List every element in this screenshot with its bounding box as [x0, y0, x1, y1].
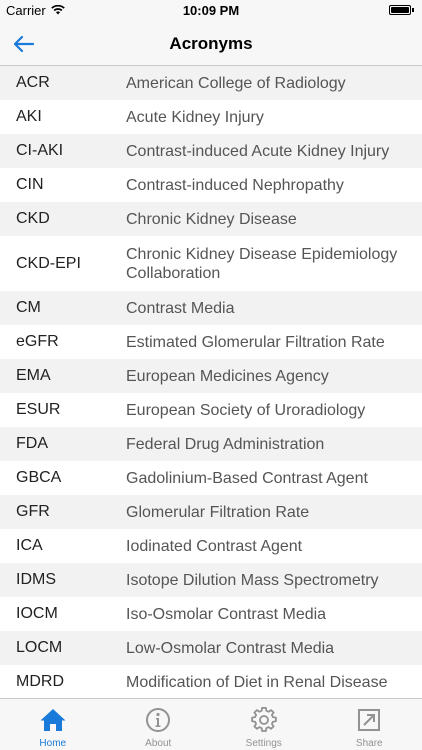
acronym: IDMS: [16, 571, 56, 588]
tab-share[interactable]: Share: [317, 699, 422, 750]
list-item[interactable]: CKD Chronic Kidney Disease: [0, 202, 422, 236]
definition: Iodinated Contrast Agent: [126, 537, 303, 555]
home-icon: [38, 705, 68, 735]
acronym: CKD: [16, 210, 50, 227]
acronym: IOCM: [16, 605, 58, 622]
tab-label: Home: [39, 738, 67, 749]
list-item[interactable]: ESUR European Society of Uroradiology: [0, 393, 422, 427]
list-item[interactable]: CIN Contrast-induced Nephropathy: [0, 168, 422, 202]
tab-about[interactable]: About: [106, 699, 212, 750]
acronym: eGFR: [16, 333, 59, 350]
info-icon: [143, 705, 173, 735]
list-item[interactable]: CI-AKI Contrast-induced Acute Kidney Inj…: [0, 134, 422, 168]
list-item[interactable]: ACR American College of Radiology: [0, 66, 422, 100]
acronym: CKD-EPI: [16, 254, 81, 272]
acronym: MDRD: [16, 673, 64, 690]
list-item[interactable]: FDA Federal Drug Administration: [0, 427, 422, 461]
page-title: Acronyms: [169, 34, 253, 53]
list-item[interactable]: CKD-EPI Chronic Kidney Disease Epidemiol…: [0, 236, 422, 291]
acronym: FDA: [16, 435, 48, 452]
tab-label: About: [145, 738, 172, 749]
tab-label: Settings: [245, 738, 282, 749]
definition: Federal Drug Administration: [126, 435, 325, 453]
definition: Glomerular Filtration Rate: [126, 503, 310, 521]
list-item[interactable]: EMA European Medicines Agency: [0, 359, 422, 393]
navigation-bar: Acronyms: [0, 22, 422, 66]
definition: Modification of Diet in Renal Disease: [126, 673, 388, 691]
list-item[interactable]: IOCM Iso-Osmolar Contrast Media: [0, 597, 422, 631]
definition: European Medicines Agency: [126, 367, 329, 385]
definition: American College of Radiology: [126, 74, 346, 92]
acronym: EMA: [16, 367, 51, 384]
definition: Estimated Glomerular Filtration Rate: [126, 333, 385, 351]
acronym: LOCM: [16, 639, 63, 656]
back-button[interactable]: [10, 30, 38, 58]
list-item[interactable]: IDMS Isotope Dilution Mass Spectrometry: [0, 563, 422, 597]
definition: Chronic Kidney Disease Epidemiology Coll…: [126, 245, 398, 282]
definition: Acute Kidney Injury: [126, 108, 264, 126]
acronym: GFR: [16, 503, 50, 520]
carrier-indicator: Carrier: [6, 3, 65, 18]
definition: Chronic Kidney Disease: [126, 210, 297, 228]
tab-label: Share: [355, 738, 383, 749]
list-item[interactable]: GBCA Gadolinium-Based Contrast Agent: [0, 461, 422, 495]
definition: Low-Osmolar Contrast Media: [126, 639, 335, 657]
definition: Contrast Media: [126, 299, 235, 317]
definition: Gadolinium-Based Contrast Agent: [126, 469, 368, 487]
list-item[interactable]: MDRD Modification of Diet in Renal Disea…: [0, 665, 422, 698]
acronym: ICA: [16, 537, 43, 554]
list-item[interactable]: CM Contrast Media: [0, 291, 422, 325]
wifi-icon: [50, 3, 65, 18]
battery-icon: [389, 5, 414, 15]
definition: Contrast-induced Acute Kidney Injury: [126, 142, 390, 160]
carrier-label: Carrier: [6, 3, 46, 18]
tab-home[interactable]: Home: [0, 699, 106, 750]
acronym: ACR: [16, 74, 50, 91]
list-item[interactable]: eGFR Estimated Glomerular Filtration Rat…: [0, 325, 422, 359]
tab-bar: Home About Settings: [0, 698, 422, 750]
status-time: 10:09 PM: [182, 3, 240, 18]
acronym: CI-AKI: [16, 142, 64, 159]
acronym: CM: [16, 299, 41, 316]
tab-settings[interactable]: Settings: [211, 699, 317, 750]
acronym: CIN: [16, 176, 44, 193]
acronym-list[interactable]: ACR American College of Radiology AKI Ac…: [0, 66, 422, 698]
list-item[interactable]: ICA Iodinated Contrast Agent: [0, 529, 422, 563]
definition: Isotope Dilution Mass Spectrometry: [126, 571, 379, 589]
acronym: AKI: [16, 108, 42, 125]
status-bar: Carrier 10:09 PM: [0, 0, 422, 22]
acronym: GBCA: [16, 469, 62, 486]
list-item[interactable]: LOCM Low-Osmolar Contrast Media: [0, 631, 422, 665]
definition: Iso-Osmolar Contrast Media: [126, 605, 327, 623]
gear-icon: [249, 705, 279, 735]
back-arrow-icon: [14, 36, 34, 52]
definition: European Society of Uroradiology: [126, 401, 366, 419]
list-item[interactable]: AKI Acute Kidney Injury: [0, 100, 422, 134]
definition: Contrast-induced Nephropathy: [126, 176, 344, 194]
list-item[interactable]: GFR Glomerular Filtration Rate: [0, 495, 422, 529]
share-icon: [354, 705, 384, 735]
acronym: ESUR: [16, 401, 61, 418]
